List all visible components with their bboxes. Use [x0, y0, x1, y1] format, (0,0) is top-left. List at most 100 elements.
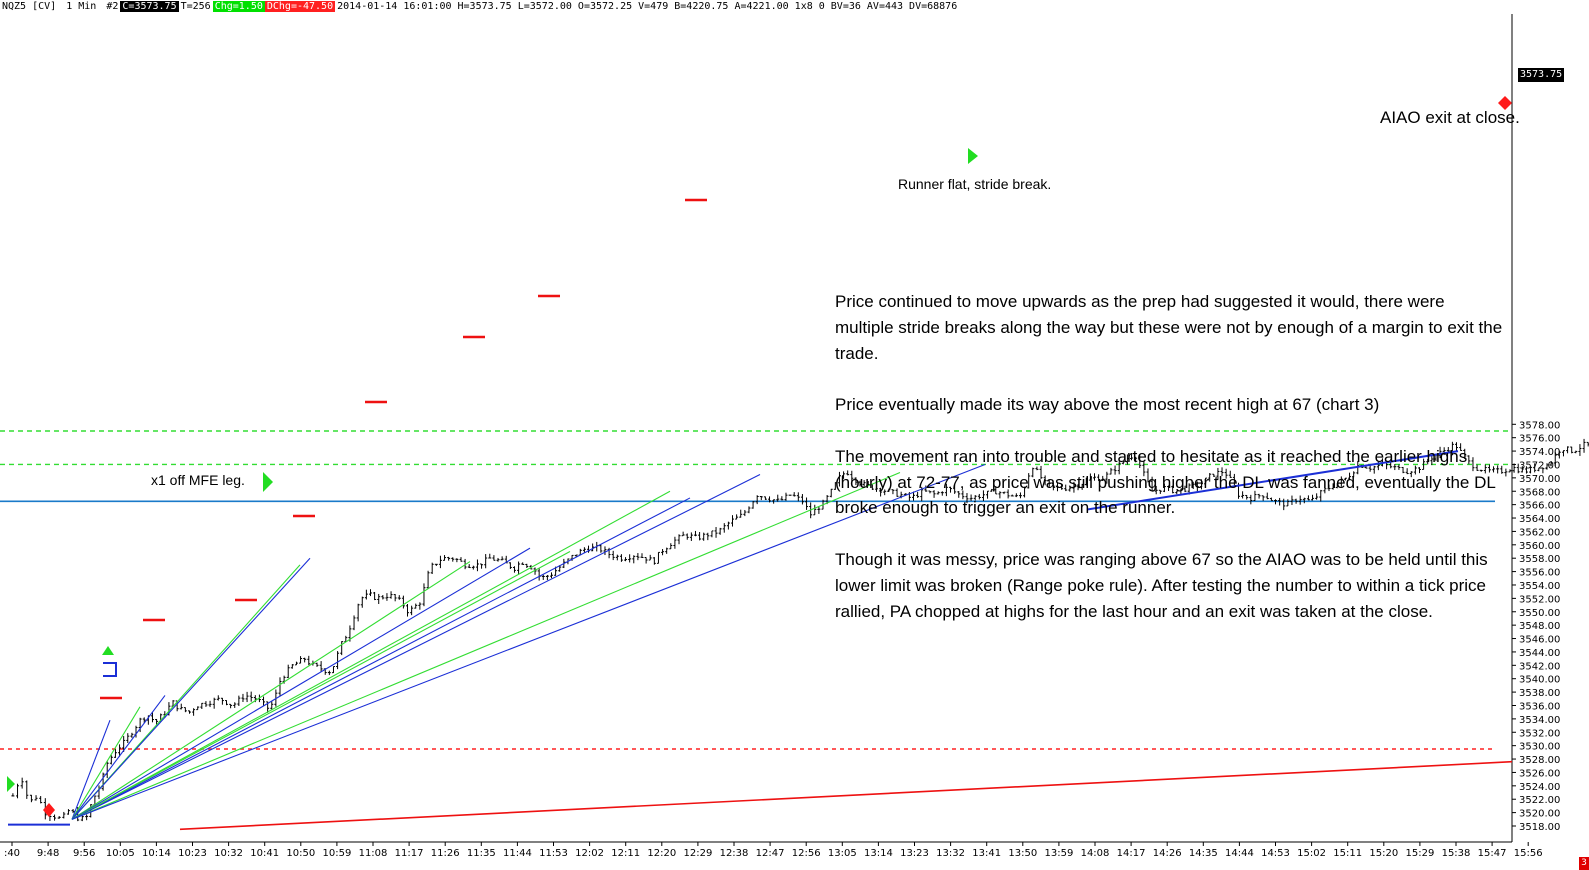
- y-tick-label: 3530.00: [1519, 742, 1560, 753]
- x-tick-label: 14:44: [1225, 848, 1254, 859]
- daily-change-badge: DChg=-47.50: [264, 1, 336, 12]
- fan-line: [71, 551, 571, 820]
- fan-line: [71, 561, 471, 820]
- commentary-paragraph: Price eventually made its way above the …: [835, 395, 1380, 415]
- runner-exit-marker: [968, 148, 978, 164]
- y-tick-label: 3552.00: [1519, 594, 1560, 605]
- y-tick-label: 3570.00: [1519, 474, 1560, 485]
- y-tick-label: 3526.00: [1519, 768, 1560, 779]
- y-tick-label: 3572.00: [1519, 460, 1560, 471]
- y-tick-label: 3556.00: [1519, 568, 1560, 579]
- x-tick-label: 10:14: [142, 848, 171, 859]
- commentary-paragraph: Though it was messy, price was ranging a…: [835, 549, 1488, 621]
- close-price-badge: C=3573.75: [120, 1, 179, 12]
- fan-line: [71, 547, 531, 820]
- x-tick-label: 10:05: [106, 848, 135, 859]
- fan-line: [71, 497, 691, 820]
- x-tick-label: 12:56: [792, 848, 821, 859]
- y-tick-label: 3540.00: [1519, 675, 1560, 686]
- x-tick-label: 12:38: [720, 848, 749, 859]
- x-tick-label: 15:29: [1405, 848, 1434, 859]
- x-tick-label: 13:59: [1044, 848, 1073, 859]
- fan-line: [71, 471, 901, 820]
- x-tick-label: 15:56: [1514, 848, 1543, 859]
- exit-annotation: AIAO exit at close.: [1380, 108, 1520, 127]
- y-tick-label: 3560.00: [1519, 541, 1560, 552]
- x-tick-label: 10:59: [322, 848, 351, 859]
- y-tick-label: 3520.00: [1519, 809, 1560, 820]
- y-tick-label: 3564.00: [1519, 514, 1560, 525]
- x-tick-label: 11:26: [431, 848, 460, 859]
- y-tick-label: 3518.00: [1519, 822, 1560, 833]
- symbol-label[interactable]: NQZ5 [CV]: [2, 1, 57, 12]
- y-tick-label: 3574.00: [1519, 447, 1560, 458]
- x-tick-label: 11:53: [539, 848, 568, 859]
- chart-number-label: #2: [106, 1, 119, 12]
- x-tick-label: 13:32: [936, 848, 965, 859]
- mfe-annotation: x1 off MFE leg.: [151, 472, 245, 488]
- x-tick-label: 11:08: [359, 848, 388, 859]
- red-trend-line: [179, 760, 1513, 831]
- x-tick-label: 15:20: [1369, 848, 1398, 859]
- x-tick-label: 13:23: [900, 848, 929, 859]
- y-tick-label: 3550.00: [1519, 608, 1560, 619]
- buy-entry-marker: [7, 776, 15, 792]
- interval-label[interactable]: 1 Min: [66, 1, 97, 12]
- x-tick-label: 14:35: [1189, 848, 1218, 859]
- x-tick-label: 12:29: [683, 848, 712, 859]
- y-tick-label: 3554.00: [1519, 581, 1560, 592]
- x-tick-label: 15:38: [1442, 848, 1471, 859]
- commentary-paragraph: The movement ran into trouble and starte…: [835, 446, 1496, 518]
- x-tick-label: 11:44: [503, 848, 532, 859]
- y-tick-label: 3542.00: [1519, 661, 1560, 672]
- y-tick-label: 3566.00: [1519, 501, 1560, 512]
- x-tick-label: 15:47: [1478, 848, 1507, 859]
- x-tick-label: 12:02: [575, 848, 604, 859]
- x-tick-label: 10:50: [286, 848, 315, 859]
- y-tick-label: 3524.00: [1519, 782, 1560, 793]
- x-tick-label: 12:11: [611, 848, 640, 859]
- last-price-label: 3573.75: [1518, 68, 1565, 82]
- scale-out-marker: [263, 472, 273, 492]
- corner-badge: 3: [1579, 857, 1589, 870]
- x-tick-label: 15:11: [1333, 848, 1362, 859]
- close-exit-marker: [1498, 96, 1512, 110]
- fan-line: [71, 474, 761, 820]
- y-tick-label: 3536.00: [1519, 701, 1560, 712]
- commentary-paragraph: Price continued to move upwards as the p…: [835, 292, 1503, 363]
- y-tick-label: 3528.00: [1519, 755, 1560, 766]
- x-tick-label: 13:05: [828, 848, 857, 859]
- chart-header: NQZ5 [CV] 1 Min #2 C=3573.75 T=256 Chg=1.50…: [0, 0, 1512, 14]
- y-tick-label: 3578.00: [1519, 420, 1560, 431]
- change-badge: Chg=1.50: [212, 1, 265, 12]
- entry-bracket: [103, 662, 117, 677]
- fan-line: [71, 557, 311, 820]
- y-tick-label: 3558.00: [1519, 554, 1560, 565]
- x-tick-label: 10:41: [250, 848, 279, 859]
- trade-commentary: Price continued to move upwards as the p…: [835, 289, 1505, 650]
- x-tick-label: 10:23: [178, 848, 207, 859]
- y-tick-label: 3522.00: [1519, 795, 1560, 806]
- y-tick-label: 3576.00: [1519, 434, 1560, 445]
- ticks-label: T=256: [180, 1, 211, 12]
- runner-annotation: Runner flat, stride break.: [898, 176, 1052, 192]
- x-tick-label: 10:32: [214, 848, 243, 859]
- fan-line: [71, 695, 166, 820]
- x-tick-label: :40: [4, 848, 20, 859]
- x-tick-label: 9:48: [37, 848, 59, 859]
- x-tick-label: 11:17: [395, 848, 424, 859]
- y-tick-label: 3538.00: [1519, 688, 1560, 699]
- x-tick-label: 13:14: [864, 848, 893, 859]
- x-tick-label: 12:47: [756, 848, 785, 859]
- blue-trend-line: [1087, 450, 1459, 511]
- y-tick-label: 3562.00: [1519, 527, 1560, 538]
- fan-line: [71, 463, 986, 820]
- x-tick-label: 14:17: [1117, 848, 1146, 859]
- y-tick-label: 3534.00: [1519, 715, 1560, 726]
- low-marker: [43, 803, 55, 817]
- x-tick-label: 12:20: [647, 848, 676, 859]
- fan-line: [71, 720, 111, 820]
- bar-stats-label: 2014-01-14 16:01:00 H=3573.75 L=3572.00 …: [337, 1, 958, 12]
- fan-line: [71, 490, 671, 820]
